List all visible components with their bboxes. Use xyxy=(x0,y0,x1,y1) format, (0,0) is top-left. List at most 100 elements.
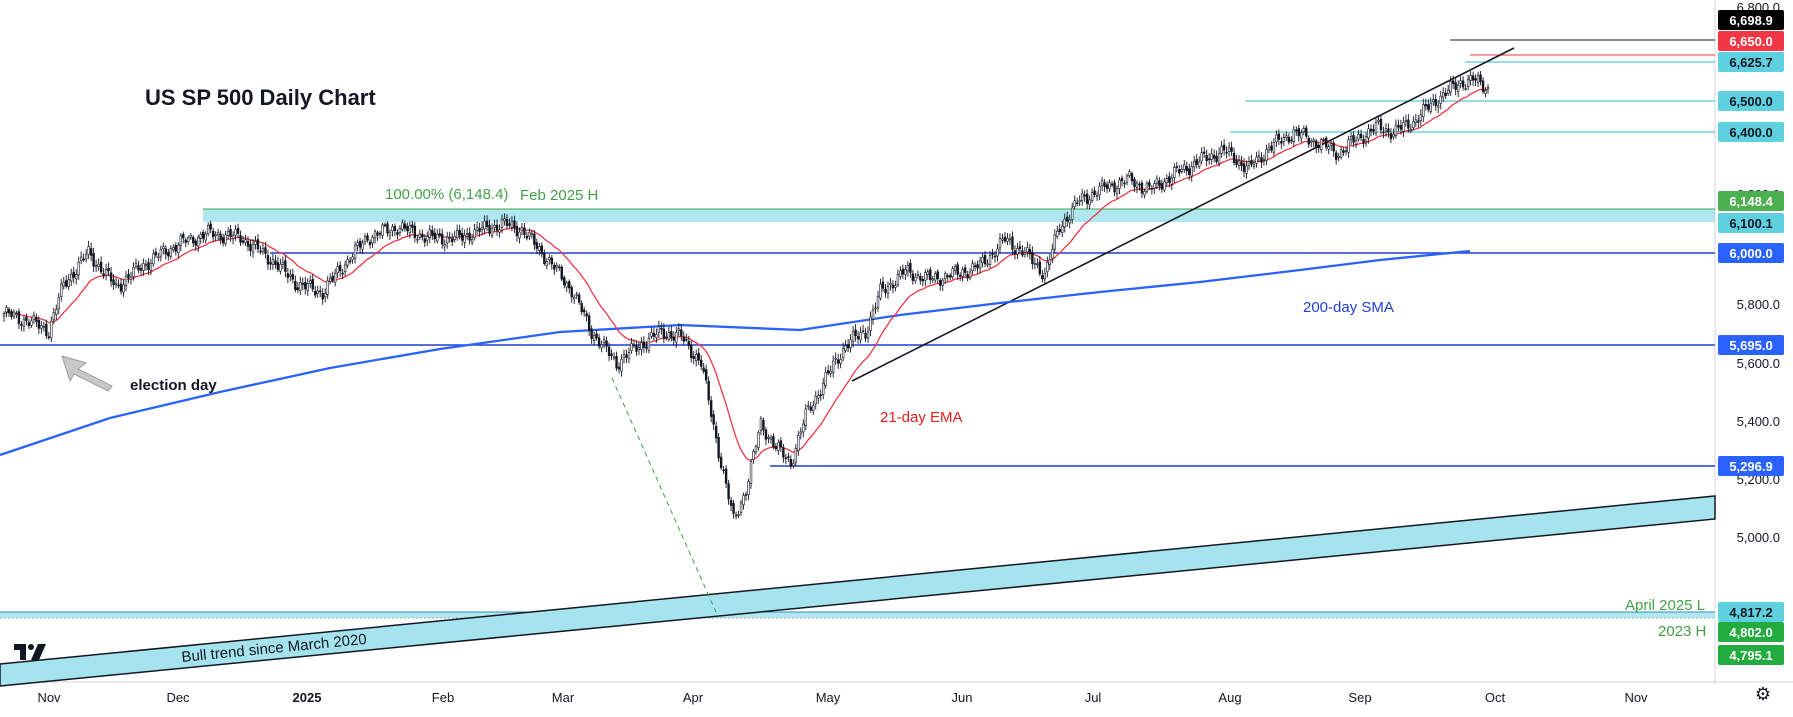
candle-body xyxy=(595,333,598,339)
candle-body xyxy=(1337,155,1340,158)
price-badge xyxy=(1718,645,1784,665)
candle-body xyxy=(102,273,105,276)
candle-body xyxy=(1120,177,1124,182)
candle-body xyxy=(187,237,190,242)
candle-body xyxy=(5,307,8,313)
candle-body xyxy=(1165,178,1169,183)
candle-body xyxy=(901,268,905,275)
candle-body xyxy=(65,280,68,287)
candle-body xyxy=(854,329,857,337)
candle-body xyxy=(752,451,755,460)
candle-body xyxy=(1038,261,1042,275)
candle-body xyxy=(1232,153,1236,163)
candle-body xyxy=(1295,129,1298,132)
candle-body xyxy=(538,246,541,251)
candle-body xyxy=(254,241,257,245)
candle-body xyxy=(1021,250,1024,256)
candle-body xyxy=(20,324,23,326)
candle-body xyxy=(376,232,379,236)
x-tick-label: Feb xyxy=(432,690,454,705)
candle-body xyxy=(463,235,466,243)
candle-body xyxy=(134,263,138,267)
price-badge xyxy=(1718,191,1784,211)
candle-body xyxy=(822,383,825,395)
candle-body xyxy=(851,331,855,343)
candle-body xyxy=(849,339,852,348)
candle-body xyxy=(1163,181,1166,191)
fib-label: 100.00% (6,148.4) xyxy=(385,186,508,203)
candle-body xyxy=(371,237,374,244)
candle-body xyxy=(398,228,402,233)
candle-body xyxy=(117,284,120,287)
candle-body xyxy=(625,354,628,358)
election-arrow-icon xyxy=(61,355,113,392)
candle-body xyxy=(1369,128,1373,132)
settings-gear-icon[interactable]: ⚙ xyxy=(1754,684,1771,704)
candle-body xyxy=(1255,156,1258,164)
price-badge xyxy=(1718,31,1784,51)
y-tick-label: 5,000.0 xyxy=(1737,530,1780,545)
candle-body xyxy=(251,243,255,253)
price-badge xyxy=(1718,52,1784,72)
candle-body xyxy=(1098,185,1101,196)
candle-body xyxy=(632,344,636,347)
candle-body xyxy=(249,244,252,252)
candle-body xyxy=(1043,272,1047,280)
candle-body xyxy=(587,315,591,331)
candle-body xyxy=(1085,193,1089,204)
ema-21-line xyxy=(3,88,1489,461)
candle-body xyxy=(408,224,412,233)
x-tick-label: Jul xyxy=(1085,690,1102,705)
candle-body xyxy=(1160,183,1164,190)
candle-body xyxy=(777,442,780,451)
candle-body xyxy=(299,282,302,291)
candle-body xyxy=(986,263,989,266)
candle-body xyxy=(107,267,110,271)
candle-body xyxy=(473,229,476,238)
candle-body xyxy=(264,247,267,254)
candle-body xyxy=(1339,149,1343,158)
candle-body xyxy=(722,469,725,472)
candle-body xyxy=(685,338,688,341)
candle-body xyxy=(47,336,51,338)
candle-body xyxy=(1150,188,1154,190)
candle-body xyxy=(1354,140,1358,145)
candle-body xyxy=(665,336,668,339)
candle-body xyxy=(421,233,424,238)
candle-body xyxy=(1093,190,1096,195)
candle-body xyxy=(610,353,613,356)
price-badge-label: 5,695.0 xyxy=(1729,338,1772,353)
candle-body xyxy=(978,260,982,269)
feb-high-label: Feb 2025 H xyxy=(520,187,598,204)
candle-body xyxy=(861,330,865,332)
candle-body xyxy=(914,276,917,282)
candle-body xyxy=(1486,87,1490,90)
price-level-badges: 6,698.9 6,650.0 6,625.7 6,500.0 6,400.0 6,148… xyxy=(1718,10,1784,665)
candle-body xyxy=(876,296,880,309)
candle-body xyxy=(739,502,743,513)
candle-body xyxy=(391,226,394,232)
candle-body xyxy=(565,282,568,288)
candle-body xyxy=(1464,88,1467,90)
candle-body xyxy=(406,225,409,232)
candle-body xyxy=(1140,182,1144,194)
candle-body xyxy=(55,309,58,315)
candle-body xyxy=(1429,102,1432,112)
candle-body xyxy=(326,280,329,295)
candle-body xyxy=(951,268,954,278)
candle-body xyxy=(483,220,486,230)
candle-body xyxy=(12,311,16,317)
candle-body xyxy=(366,235,369,241)
candle-body xyxy=(127,273,130,278)
candle-body xyxy=(520,227,524,231)
candle-body xyxy=(1158,180,1161,186)
candle-body xyxy=(436,233,439,242)
candle-body xyxy=(792,463,795,467)
candle-body xyxy=(351,256,354,261)
candle-body xyxy=(289,274,292,277)
candle-body xyxy=(1175,166,1178,168)
candle-body xyxy=(1484,90,1487,94)
candle-body xyxy=(468,232,471,241)
